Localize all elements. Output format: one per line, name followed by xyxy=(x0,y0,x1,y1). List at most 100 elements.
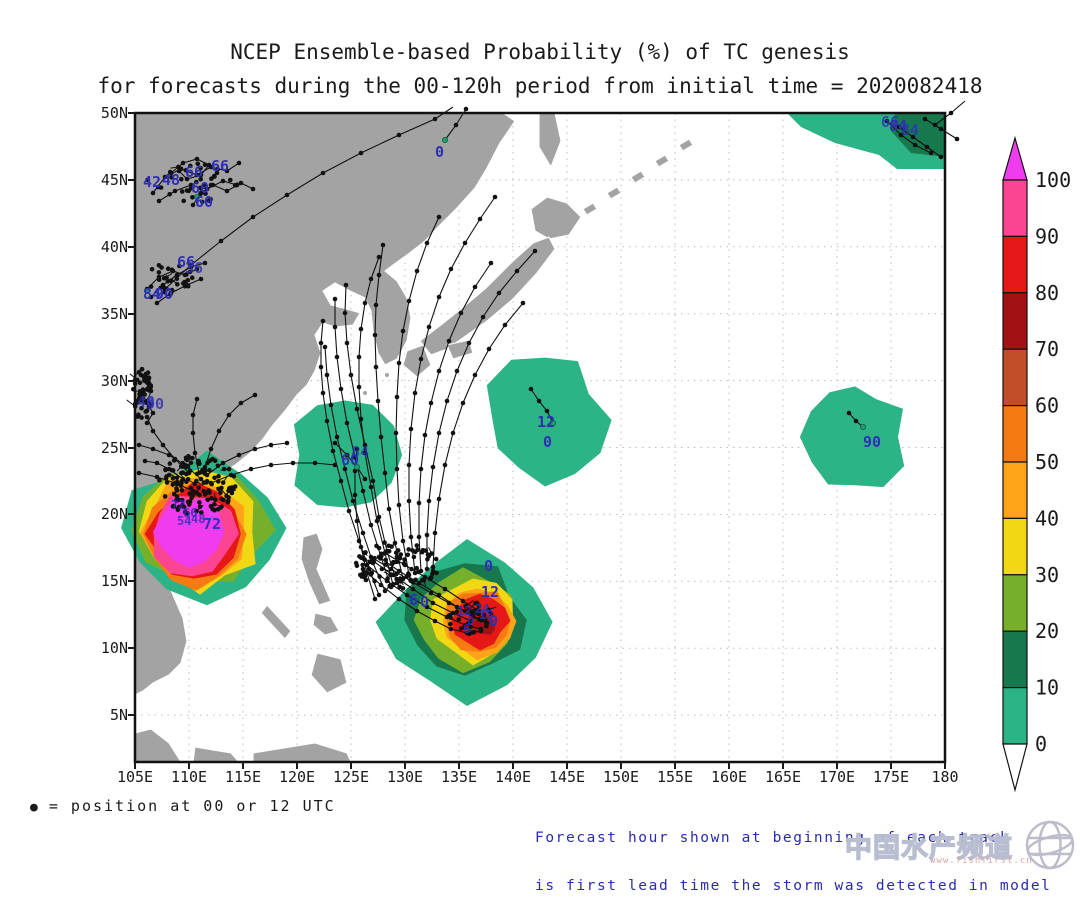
track-position-dot xyxy=(409,535,414,540)
track-position-dot xyxy=(415,543,420,548)
track-position-dot xyxy=(454,123,459,128)
track-position-dot xyxy=(437,295,442,300)
track-position-dot xyxy=(149,383,154,388)
track-position-dot xyxy=(216,464,221,469)
track-position-dot xyxy=(478,217,483,222)
landmass-kuril-4 xyxy=(655,155,669,167)
track-position-dot xyxy=(443,587,448,592)
track-position-dot xyxy=(427,499,432,504)
track-position-dot xyxy=(143,459,148,464)
track-position-dot xyxy=(419,357,424,362)
track-position-dot xyxy=(398,579,403,584)
landmass-sakhalin xyxy=(539,113,561,167)
track-position-dot xyxy=(216,474,221,479)
track-position-dot xyxy=(375,519,380,524)
track-position-dot xyxy=(197,493,202,498)
track-position-dot xyxy=(139,415,144,420)
track-position-dot xyxy=(137,471,142,476)
track-position-dot xyxy=(207,468,212,473)
landmass-kuril-2 xyxy=(607,187,621,199)
track-position-dot xyxy=(359,327,364,332)
track-position-dot xyxy=(151,429,156,434)
track-position-dot xyxy=(402,557,407,562)
track-position-dot xyxy=(174,486,179,491)
track-position-dot xyxy=(137,443,142,448)
colorbar-tick-label: 40 xyxy=(1035,506,1059,530)
track-position-dot xyxy=(374,303,379,308)
track-position-dot xyxy=(431,465,436,470)
track-position-dot xyxy=(174,481,179,486)
track-position-dot xyxy=(415,609,420,614)
track-position-dot xyxy=(389,567,394,572)
track-position-dot xyxy=(381,243,386,248)
track-position-dot xyxy=(196,486,201,491)
track-position-dot xyxy=(249,467,254,472)
forecast-hour-label: 60 xyxy=(195,193,213,211)
track-position-dot xyxy=(913,143,918,148)
track-position-dot xyxy=(216,507,221,512)
track-position-dot xyxy=(461,401,466,406)
track-position-dot xyxy=(228,178,233,183)
forecast-hour-label: 0 xyxy=(420,593,429,611)
track-position-dot xyxy=(459,311,464,316)
track-position-dot xyxy=(363,574,368,579)
y-tick-label: 25N xyxy=(84,439,128,457)
y-tick-label: 5N xyxy=(84,706,128,724)
colorbar-tick-label: 0 xyxy=(1035,732,1047,756)
track-position-dot xyxy=(402,561,407,566)
track-position-dot xyxy=(414,566,419,571)
y-tick-mark xyxy=(128,447,135,449)
track-position-dot xyxy=(404,574,409,579)
x-tick-mark xyxy=(566,762,568,769)
track-position-dot xyxy=(455,369,460,374)
track-position-dot xyxy=(408,578,413,583)
watermark: 中国水产频道 www.fishfirst.cn xyxy=(830,822,1080,868)
track-position-dot xyxy=(186,284,191,289)
track-position-dot xyxy=(431,601,436,606)
track-position-dot xyxy=(205,461,210,466)
track-position-dot xyxy=(359,417,364,422)
track-position-dot xyxy=(146,370,151,375)
track-position-dot xyxy=(184,472,189,477)
y-tick-label: 45N xyxy=(84,171,128,189)
colorbar-segment xyxy=(1003,688,1027,744)
track-position-dot xyxy=(343,311,348,316)
x-tick-mark xyxy=(782,762,784,769)
track-position-dot xyxy=(396,548,401,553)
track-position-dot xyxy=(369,523,374,528)
track-position-dot xyxy=(949,111,954,116)
forecast-hour-label: 66 xyxy=(881,113,899,131)
track-position-dot xyxy=(423,433,428,438)
page-title-line1: NCEP Ensemble-based Probability (%) of T… xyxy=(0,40,1080,64)
track-position-dot xyxy=(210,507,215,512)
track-position-dot xyxy=(425,557,430,562)
page-title-line2: for forecasts during the 00-120h period … xyxy=(0,74,1080,98)
forecast-hour-label: 6 xyxy=(463,622,470,636)
track-position-dot xyxy=(335,435,340,440)
forecast-hour-label: 84 xyxy=(901,121,919,139)
track-position-dot xyxy=(206,498,211,503)
track-position-dot xyxy=(193,451,198,456)
track-position-dot xyxy=(157,270,162,275)
track-position-dot xyxy=(419,467,424,472)
forecast-hour-label: 72 xyxy=(203,515,221,533)
track-position-dot xyxy=(339,387,344,392)
track-position-dot xyxy=(425,533,430,538)
track-position-dot xyxy=(395,395,400,400)
colorbar-segment xyxy=(1003,406,1027,462)
track-position-dot xyxy=(925,145,930,150)
x-tick-label: 180 xyxy=(915,768,975,786)
track-position-dot xyxy=(186,278,191,283)
y-tick-mark xyxy=(128,179,135,181)
landmass-hokkaido xyxy=(531,197,581,239)
track-position-dot xyxy=(424,548,429,553)
track-position-dot xyxy=(167,192,172,197)
track-position-dot xyxy=(253,447,258,452)
landmass-gulf-corner-2 xyxy=(193,747,239,762)
track-position-dot xyxy=(168,461,173,466)
track-position-dot xyxy=(395,467,400,472)
x-tick-label: 165E xyxy=(753,768,813,786)
landmass-ryukyu-4 xyxy=(385,373,390,378)
track-position-dot xyxy=(204,491,209,496)
